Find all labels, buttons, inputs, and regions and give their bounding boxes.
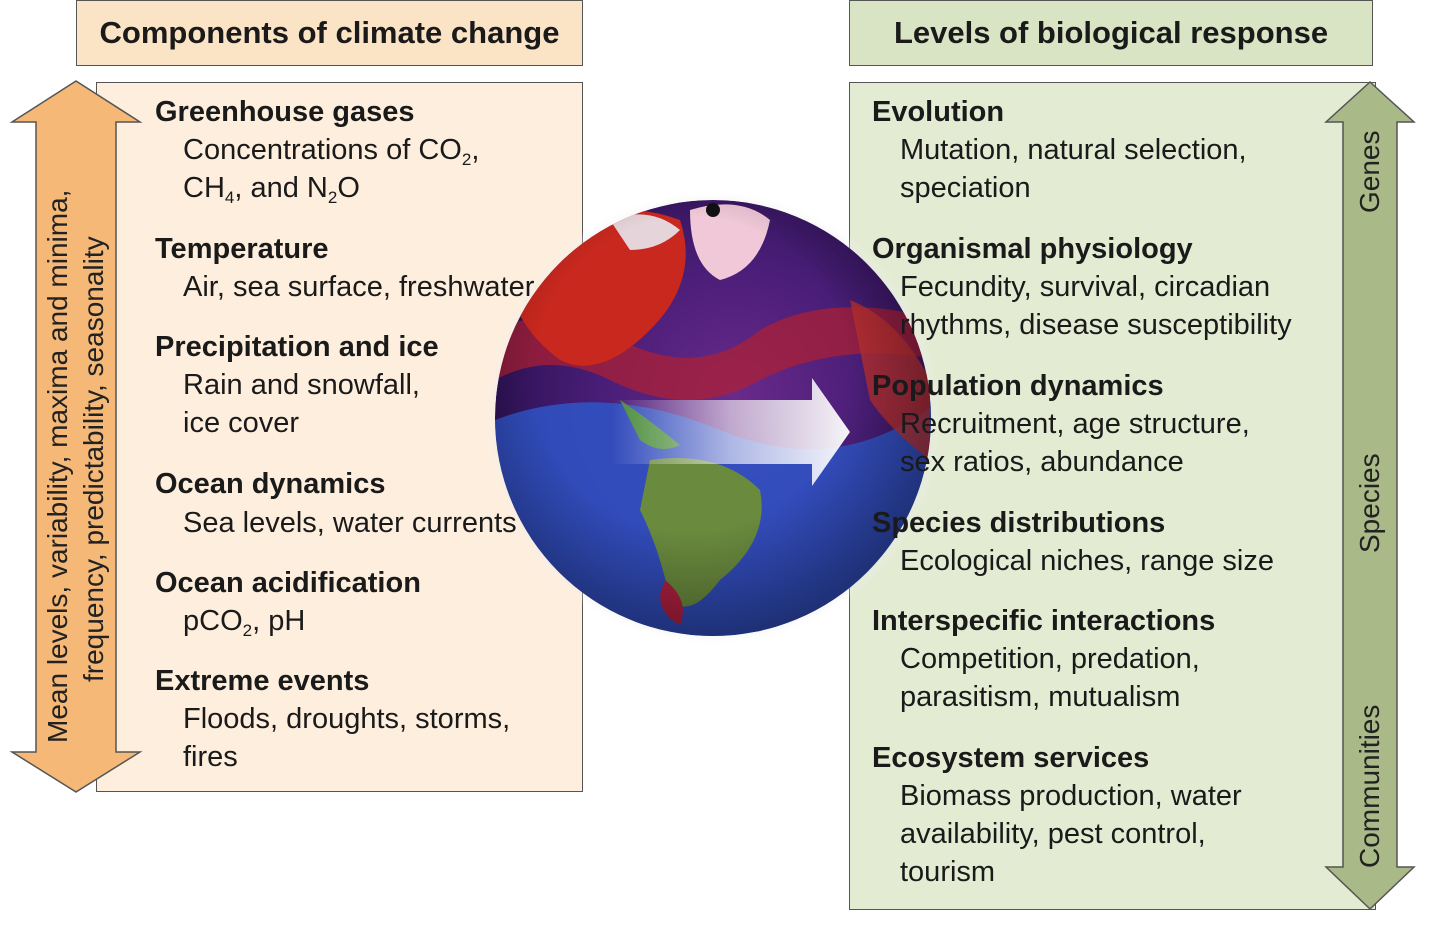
right-heading-interactions: Interspecific interactions [872,605,1216,637]
left-desc-temperature: Air, sea surface, freshwater [183,271,535,303]
right-desc-interactions-1: Competition, predation, [900,643,1200,675]
left-desc-ocean-dynamics: Sea levels, water currents [183,507,517,539]
right-heading-ecosystem: Ecosystem services [872,742,1150,774]
right-double-arrow [1324,80,1416,911]
right-desc-population-1: Recruitment, age structure, [900,408,1250,440]
right-heading-distributions: Species distributions [872,507,1166,539]
left-heading-extreme-events: Extreme events [155,665,370,697]
right-desc-ecosystem-2: availability, pest control, [900,818,1206,850]
right-heading-physiology: Organismal physiology [872,233,1193,265]
left-desc-acidification: pCO2, pH [183,605,306,640]
right-desc-evolution-2: speciation [900,172,1031,204]
left-heading-temperature: Temperature [155,233,329,265]
right-heading-population: Population dynamics [872,370,1164,402]
right-desc-ecosystem-1: Biomass production, water [900,780,1242,812]
right-desc-physiology-1: Fecundity, survival, circadian [900,271,1271,303]
center-arrow [612,378,850,486]
scale-label-species: Species [1354,453,1385,553]
left-desc-extreme-1: Floods, droughts, storms, [183,703,511,735]
right-desc-distributions: Ecological niches, range size [900,545,1274,577]
left-title: Components of climate change [76,0,583,66]
left-heading-ocean-dynamics: Ocean dynamics [155,468,386,500]
left-desc-precipitation-1: Rain and snowfall, [183,369,420,401]
right-desc-physiology-2: rhythms, disease susceptibility [900,309,1292,341]
right-title: Levels of biological response [849,0,1373,66]
scale-label-genes: Genes [1354,130,1385,214]
right-heading-evolution: Evolution [872,96,1005,128]
right-desc-population-2: sex ratios, abundance [900,446,1184,478]
left-heading-acidification: Ocean acidification [155,567,421,599]
left-axis-label-line2: frequency, predictability, seasonality [78,236,109,682]
right-desc-interactions-2: parasitism, mutualism [900,681,1181,713]
left-desc-precipitation-2: ice cover [183,407,300,439]
scale-label-communities: Communities [1354,704,1385,868]
left-desc-greenhouse-1: Concentrations of CO2, [183,134,480,169]
left-desc-greenhouse-2: CH4, and N2O [183,172,360,207]
right-desc-ecosystem-3: tourism [900,856,996,888]
left-heading-greenhouse: Greenhouse gases [155,96,415,128]
left-desc-extreme-2: fires [183,741,238,773]
left-double-arrow [9,80,143,793]
left-axis-label-line1: Mean levels, variability, maxima and min… [42,189,73,743]
left-heading-precipitation: Precipitation and ice [155,331,439,363]
right-desc-evolution-1: Mutation, natural selection, [900,134,1247,166]
right-panel [849,82,1376,910]
